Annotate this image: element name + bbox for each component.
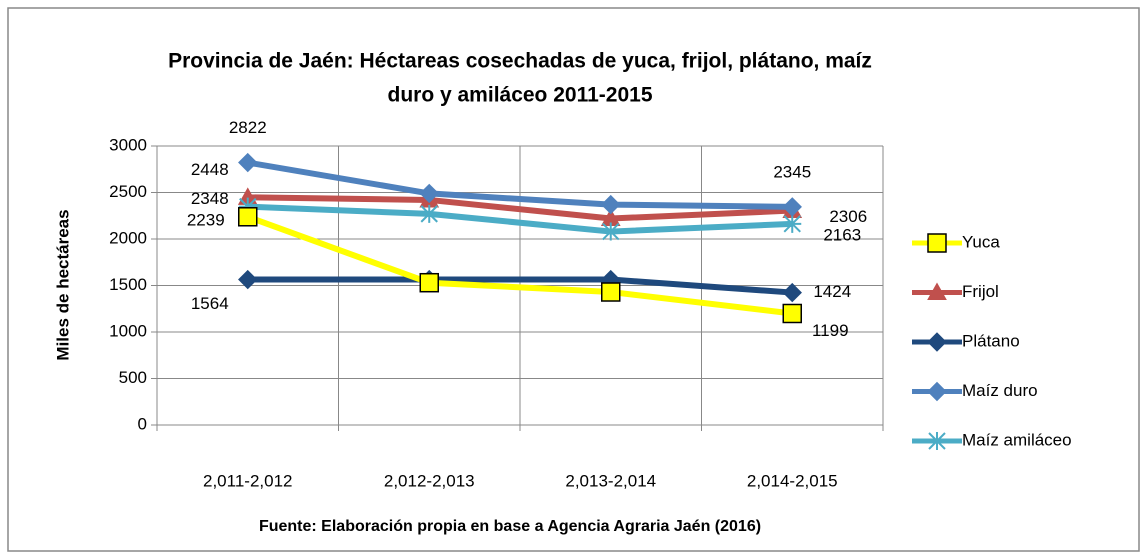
footer: Fuente: Elaboración propia en base a Age… bbox=[259, 518, 761, 535]
legend-label: Frijol bbox=[962, 282, 999, 301]
series-line bbox=[247, 194, 793, 222]
series-marker bbox=[601, 282, 621, 302]
series-marker bbox=[782, 197, 802, 217]
chart-title: duro y amiláceo 2011-2015 bbox=[388, 84, 653, 107]
series-line bbox=[247, 159, 793, 210]
series-marker bbox=[782, 282, 802, 303]
series-line bbox=[247, 276, 793, 296]
series-marker bbox=[238, 197, 257, 216]
series-line bbox=[247, 203, 793, 235]
legend-label: Yuca bbox=[962, 232, 1000, 251]
series-marker bbox=[238, 269, 258, 290]
data-label: 2345 bbox=[773, 162, 811, 181]
data-label: 2448 bbox=[191, 160, 229, 179]
x-tick-label: 2,012-2,013 bbox=[384, 471, 475, 490]
legend-label: Maíz duro bbox=[962, 381, 1038, 400]
legend-marker bbox=[927, 282, 947, 300]
legend-marker bbox=[927, 332, 947, 352]
series-marker bbox=[420, 204, 439, 223]
y-tick-label: 2500 bbox=[109, 182, 147, 201]
data-label: 2306 bbox=[829, 207, 867, 226]
data-label: 1564 bbox=[191, 294, 229, 313]
legend-marker bbox=[927, 233, 947, 253]
legend-marker bbox=[928, 432, 946, 450]
data-label: 2822 bbox=[229, 118, 267, 137]
series-marker bbox=[601, 222, 620, 241]
x-tick-label: 2,013-2,014 bbox=[565, 471, 656, 490]
series-marker bbox=[782, 303, 802, 324]
x-tick-label: 2,014-2,015 bbox=[747, 471, 838, 490]
y-axis-title: Miles de hectáreas bbox=[53, 209, 72, 360]
legend-label: Plátano bbox=[962, 331, 1020, 350]
series-line bbox=[246, 213, 793, 317]
y-tick-label: 0 bbox=[138, 414, 147, 433]
data-label: 2163 bbox=[823, 225, 861, 244]
y-tick-label: 2000 bbox=[109, 228, 147, 247]
legend-marker bbox=[927, 381, 947, 402]
series-marker bbox=[238, 207, 258, 227]
data-label: 1424 bbox=[813, 282, 851, 301]
series-marker bbox=[419, 272, 439, 293]
series-marker bbox=[419, 183, 439, 204]
x-tick-label: 2,011-2,012 bbox=[203, 471, 292, 490]
y-tick-label: 3000 bbox=[109, 135, 147, 154]
y-tick-label: 1500 bbox=[109, 275, 147, 294]
series-marker bbox=[238, 152, 258, 173]
data-label: 1199 bbox=[812, 321, 849, 340]
data-label: 2348 bbox=[191, 189, 229, 208]
data-label: 2239 bbox=[187, 210, 225, 229]
series-marker bbox=[783, 214, 802, 233]
legend-label: Maíz amiláceo bbox=[962, 430, 1072, 449]
chart-title: Provincia de Jaén: Héctareas cosechadas … bbox=[168, 50, 872, 73]
series-marker bbox=[601, 194, 621, 215]
y-tick-label: 500 bbox=[119, 368, 147, 387]
y-tick-label: 1000 bbox=[109, 321, 147, 340]
